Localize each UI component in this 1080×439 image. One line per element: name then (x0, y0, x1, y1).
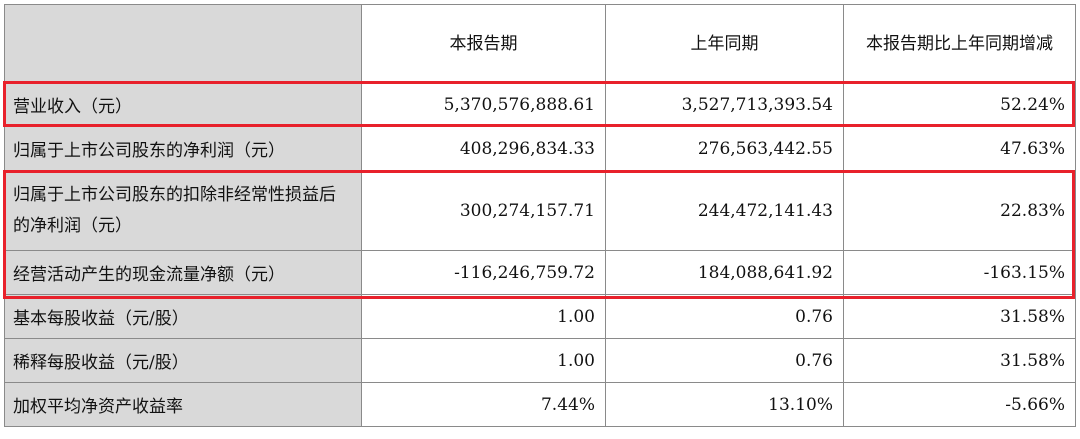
previous-value-cell: 244,472,141.43 (605, 170, 844, 251)
table-row: 归属于上市公司股东的扣除非经常性损益后的净利润（元） 300,274,157.7… (4, 170, 1076, 251)
previous-value-cell: 13.10% (605, 382, 844, 427)
current-value-cell: 1.00 (361, 338, 606, 383)
previous-value-cell: 0.76 (605, 338, 844, 383)
row-label: 归属于上市公司股东的扣除非经常性损益后的净利润（元） (4, 170, 362, 251)
table-row: 稀释每股收益（元/股） 1.00 0.76 31.58% (4, 338, 1076, 383)
header-corner-cell (4, 4, 362, 83)
table-row: 基本每股收益（元/股） 1.00 0.76 31.58% (4, 294, 1076, 339)
change-value-cell: 52.24% (843, 82, 1076, 127)
change-value-cell: -163.15% (843, 250, 1076, 295)
table-row: 经营活动产生的现金流量净额（元） -116,246,759.72 184,088… (4, 250, 1076, 295)
change-value-cell: 31.58% (843, 338, 1076, 383)
header-current-period: 本报告期 (361, 4, 606, 83)
row-label: 加权平均净资产收益率 (4, 382, 362, 427)
current-value-cell: 408,296,834.33 (361, 126, 606, 171)
row-label: 归属于上市公司股东的净利润（元） (4, 126, 362, 171)
change-value-cell: -5.66% (843, 382, 1076, 427)
table-row: 营业收入（元） 5,370,576,888.61 3,527,713,393.5… (4, 82, 1076, 127)
current-value-cell: 7.44% (361, 382, 606, 427)
table-row: 归属于上市公司股东的净利润（元） 408,296,834.33 276,563,… (4, 126, 1076, 171)
row-label: 营业收入（元） (4, 82, 362, 127)
previous-value-cell: 3,527,713,393.54 (605, 82, 844, 127)
change-value-cell: 47.63% (843, 126, 1076, 171)
change-value-cell: 31.58% (843, 294, 1076, 339)
financial-summary-table: 本报告期 上年同期 本报告期比上年同期增减 营业收入（元） 5,370,576,… (4, 4, 1076, 427)
current-value-cell: 5,370,576,888.61 (361, 82, 606, 127)
previous-value-cell: 276,563,442.55 (605, 126, 844, 171)
current-value-cell: 300,274,157.71 (361, 170, 606, 251)
row-label: 经营活动产生的现金流量净额（元） (4, 250, 362, 295)
current-value-cell: 1.00 (361, 294, 606, 339)
previous-value-cell: 184,088,641.92 (605, 250, 844, 295)
change-value-cell: 22.83% (843, 170, 1076, 251)
table-row: 加权平均净资产收益率 7.44% 13.10% -5.66% (4, 382, 1076, 427)
header-change: 本报告期比上年同期增减 (843, 4, 1076, 83)
row-label: 基本每股收益（元/股） (4, 294, 362, 339)
header-previous-period: 上年同期 (605, 4, 844, 83)
table-header-row: 本报告期 上年同期 本报告期比上年同期增减 (4, 4, 1076, 83)
row-label: 稀释每股收益（元/股） (4, 338, 362, 383)
previous-value-cell: 0.76 (605, 294, 844, 339)
current-value-cell: -116,246,759.72 (361, 250, 606, 295)
